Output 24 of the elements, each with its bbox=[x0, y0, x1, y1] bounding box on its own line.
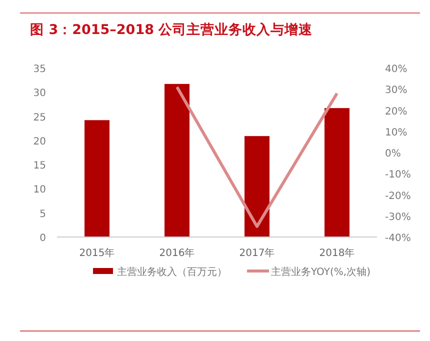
x-tick-label: 2017年 bbox=[239, 247, 275, 259]
x-tick-label: 2015年 bbox=[79, 247, 115, 259]
title: 图 3：2015–2018 公司主营业务收入与增速 bbox=[30, 22, 313, 38]
legend-label: 主营业务YOY(%,次轴) bbox=[271, 266, 371, 278]
x-tick-label: 2016年 bbox=[159, 247, 195, 259]
y2-tick-label: -30% bbox=[385, 212, 411, 223]
y-tick-label: 20 bbox=[33, 136, 46, 148]
y-tick-label: 30 bbox=[33, 88, 46, 100]
y2-tick-label: -20% bbox=[385, 190, 411, 202]
y2-tick-label: 40% bbox=[385, 64, 408, 75]
y-tick-label: 25 bbox=[33, 112, 46, 124]
x-tick-label: 2018年 bbox=[319, 247, 355, 259]
y-tick-label: 5 bbox=[40, 208, 46, 220]
y2-tick-label: 10% bbox=[385, 127, 408, 138]
legend-label: 主营业务收入（百万元） bbox=[117, 266, 227, 278]
y-tick-label: 35 bbox=[33, 64, 46, 75]
y2-tick-label: 20% bbox=[385, 106, 408, 118]
y2-tick-label: 30% bbox=[385, 85, 408, 96]
y2-tick-label: -10% bbox=[385, 170, 411, 181]
y2-tick-label: 0% bbox=[385, 148, 401, 160]
y2-tick-label: -40% bbox=[385, 233, 411, 244]
y-tick-label: 10 bbox=[33, 184, 46, 196]
y-tick-label: 0 bbox=[40, 233, 46, 244]
y-tick-label: 15 bbox=[33, 160, 46, 172]
